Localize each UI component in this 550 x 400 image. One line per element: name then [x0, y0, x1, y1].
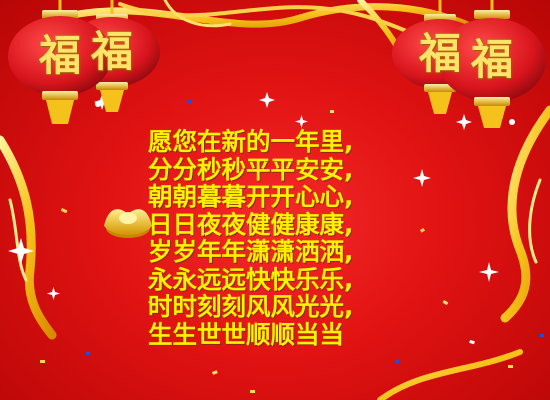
lantern-fu-character: 福: [470, 35, 513, 84]
lantern-fu-character: 福: [90, 27, 133, 76]
gold-ingot-icon: [104, 209, 152, 238]
blessing-line: 愿您在新的一年里,: [148, 127, 354, 156]
top-ribbon: [56, 0, 474, 73]
lantern-fu-character: 福: [38, 31, 81, 80]
right-ribbon: [500, 105, 550, 323]
lantern-right-front: [438, 0, 546, 128]
blessing-text: 愿您在新的一年里, 分分秒秒平平安安, 朝朝暮暮开开心心, 日日夜夜健健康康, …: [148, 128, 398, 348]
left-ribbon: [0, 135, 57, 340]
blessing-line: 生生世世顺顺当当: [148, 319, 344, 349]
blessing-line: 日日夜夜健健康康,: [148, 209, 354, 239]
blessing-line: 永永远远快快乐乐,: [148, 264, 354, 294]
blessing-line: 分分秒秒平平安安,: [148, 154, 354, 184]
bottom-ribbon: [377, 349, 523, 400]
lantern-fu-character: 福: [418, 29, 461, 78]
sparkles: [8, 92, 499, 300]
blessing-line: 岁岁年年潇潇洒洒,: [148, 237, 354, 266]
blessing-line: 朝朝暮暮开开心心,: [148, 182, 354, 211]
confetti: [40, 100, 544, 393]
blessing-line: 时时刻刻风风光光,: [148, 292, 354, 321]
lantern-left-front: [8, 0, 112, 124]
